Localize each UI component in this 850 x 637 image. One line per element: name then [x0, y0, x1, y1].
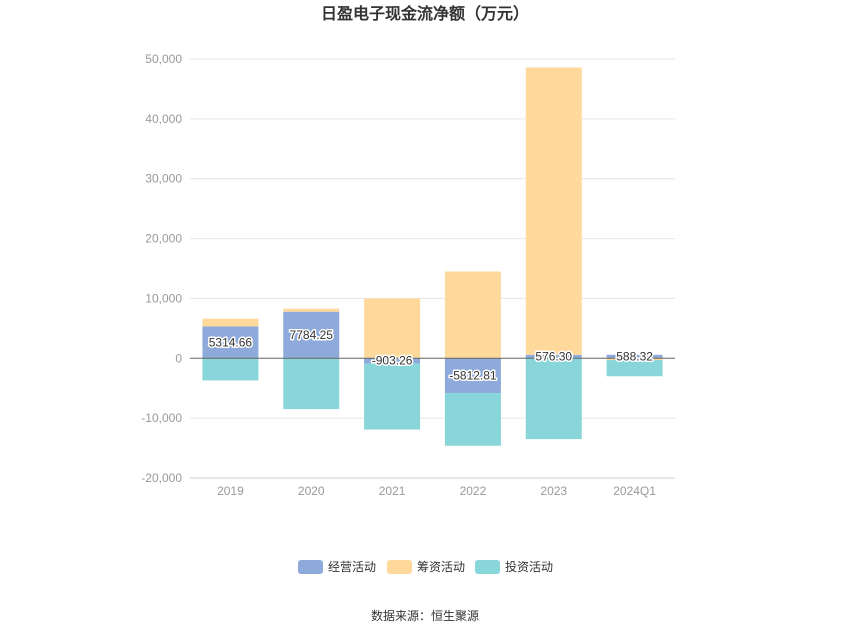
legend-swatch	[387, 560, 412, 574]
bars	[202, 67, 663, 446]
bar-筹资活动-2024Q1	[606, 358, 663, 361]
data-labels: 5314.66 7784.25 -903.26 -5812.81 576.30 588.3…	[207, 326, 655, 384]
bar-筹资活动-2022	[444, 271, 501, 359]
legend-label: 投资活动	[505, 559, 553, 574]
bar-经营活动-2024Q1	[606, 354, 663, 359]
bar-筹资活动-2021	[364, 298, 421, 359]
y-tick-label: 0	[175, 351, 182, 365]
bar-经营活动-2022	[444, 358, 501, 394]
y-tick-label: 40,000	[145, 112, 182, 126]
y-tick-label: 10,000	[145, 291, 182, 305]
legend: 经营活动 筹资活动 投资活动	[298, 559, 553, 574]
chart-title: 日盈电子现金流净额（万元）	[321, 4, 529, 23]
bar-投资活动-2024Q1	[606, 360, 663, 377]
y-axis: 50,000 40,000 30,000 20,000 10,000 0 -10,000 -2…	[141, 52, 182, 485]
x-axis: 2019 2020 2021 2022 2023 2024Q1	[190, 477, 675, 498]
y-tick-label: 30,000	[145, 172, 182, 186]
legend-label: 筹资活动	[417, 560, 465, 574]
data-label: 576.30	[535, 349, 572, 363]
y-tick-label: 50,000	[145, 52, 182, 66]
data-label: 5314.66	[209, 335, 253, 349]
bar-筹资活动-2020	[283, 308, 340, 312]
x-tick-label: 2021	[379, 484, 406, 498]
legend-item[interactable]: 筹资活动	[387, 560, 465, 574]
bar-投资活动-2023	[525, 358, 582, 440]
bar-经营活动-2023	[525, 354, 582, 359]
legend-item[interactable]: 投资活动	[475, 559, 553, 574]
bar-经营活动-2020	[283, 311, 340, 359]
y-tick-label: -20,000	[141, 471, 182, 485]
legend-item[interactable]: 经营活动	[298, 560, 376, 574]
data-label: -5812.81	[449, 369, 497, 383]
data-label: 7784.25	[290, 328, 334, 342]
bar-筹资活动-2023	[525, 67, 582, 355]
bar-经营活动-2021	[364, 358, 421, 364]
grid	[190, 58, 675, 479]
y-tick-label: -10,000	[141, 411, 182, 425]
x-tick-label: 2022	[460, 484, 487, 498]
data-label: -903.26	[372, 353, 413, 367]
y-tick-label: 20,000	[145, 232, 182, 246]
x-tick-label: 2023	[540, 484, 567, 498]
legend-label: 经营活动	[328, 560, 376, 574]
source-note: 数据来源：恒生聚源	[371, 608, 479, 623]
legend-swatch	[298, 560, 323, 574]
bar-经营活动-2019	[202, 326, 259, 359]
x-tick-label: 2024Q1	[613, 484, 656, 498]
bar-投资活动-2022	[444, 393, 501, 446]
bar-投资活动-2020	[283, 358, 340, 410]
bar-筹资活动-2019	[202, 318, 259, 327]
x-tick-label: 2019	[217, 484, 244, 498]
bar-投资活动-2021	[364, 363, 421, 430]
bar-投资活动-2019	[202, 358, 259, 381]
x-tick-label: 2020	[298, 484, 325, 498]
legend-swatch	[475, 560, 500, 574]
data-label: 588.32	[616, 349, 653, 363]
